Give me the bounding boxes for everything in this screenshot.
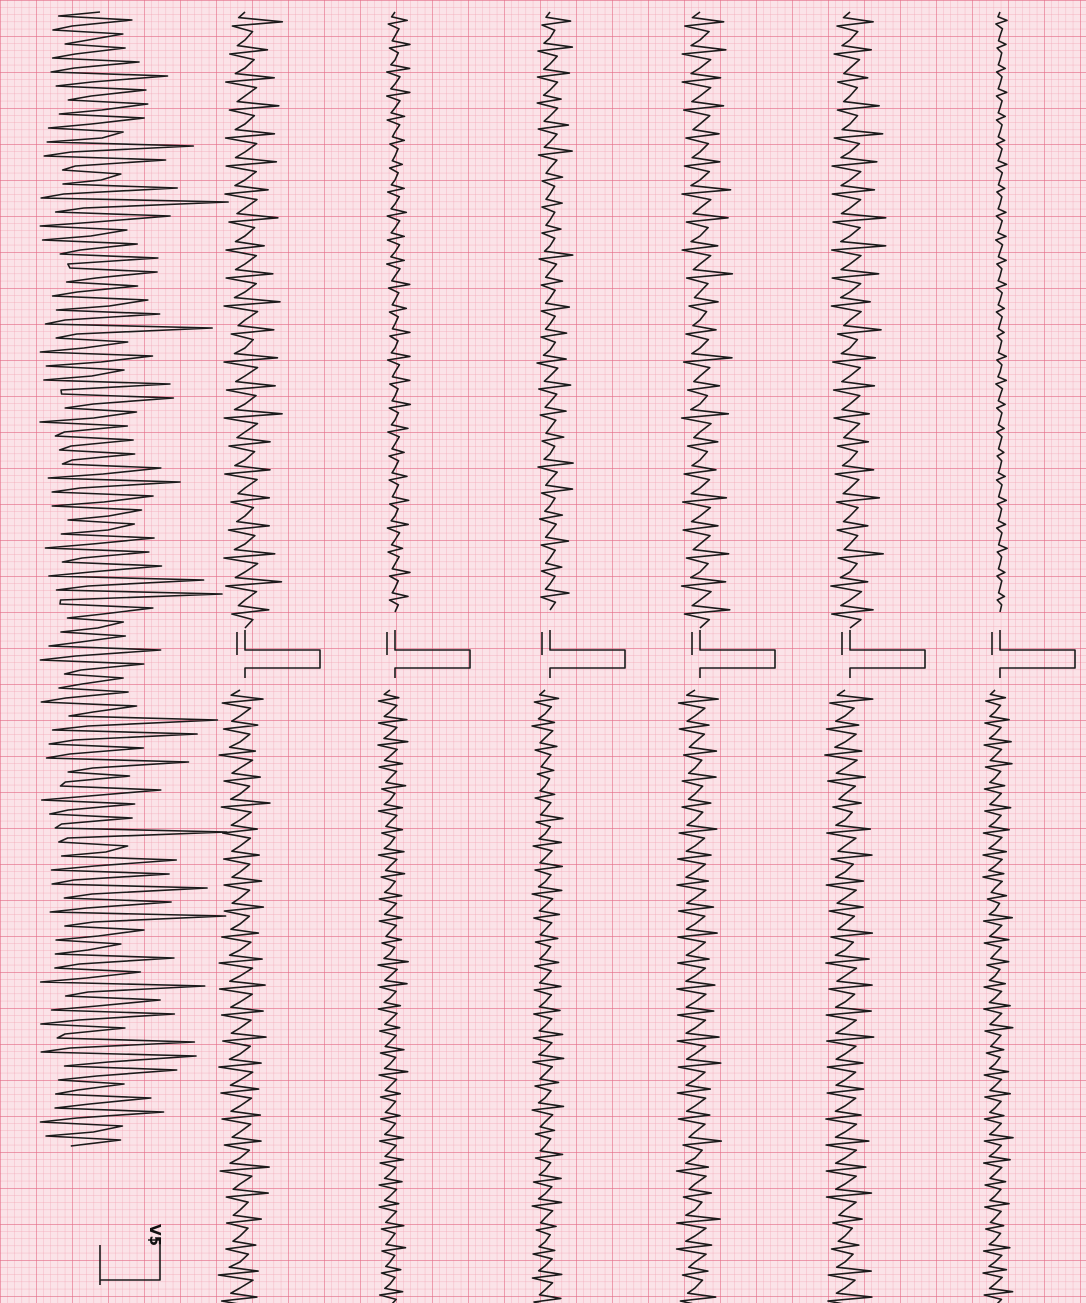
ecg-trace	[531, 689, 565, 1303]
ecg-trace	[223, 11, 284, 629]
calibration-pulse	[386, 630, 471, 678]
calibration-pulse	[841, 630, 926, 678]
ecg-trace	[994, 11, 1008, 613]
lead-label: V5	[146, 1224, 164, 1246]
ecg-trace	[830, 11, 887, 629]
rhythm-strip	[39, 11, 229, 1147]
calibration-pulse	[541, 630, 626, 678]
ecg-trace	[217, 689, 271, 1303]
calibration-pulse	[236, 630, 321, 678]
calibration-pulse	[991, 630, 1076, 678]
calibration-pulse	[691, 630, 776, 678]
traces	[39, 11, 1076, 1303]
ecg-trace	[982, 689, 1014, 1303]
ecg-trace	[377, 689, 409, 1303]
ecg-trace	[680, 11, 734, 629]
ecg-trace	[824, 689, 875, 1303]
calibration-pulse	[99, 1239, 161, 1285]
ecg-trace	[675, 689, 723, 1303]
ecg-trace	[385, 11, 412, 613]
ecg-trace	[536, 11, 574, 611]
